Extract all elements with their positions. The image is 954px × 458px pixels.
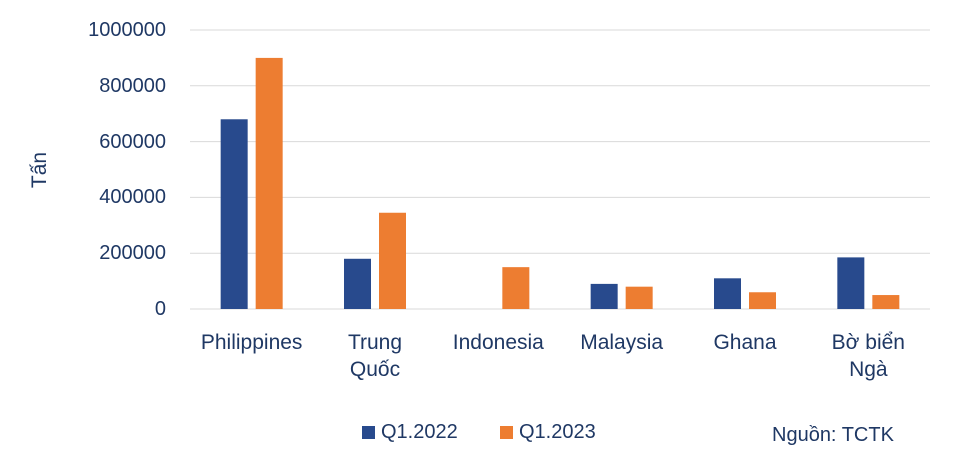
bar: [220, 119, 248, 309]
source-note: Nguồn: TCTK: [772, 424, 894, 446]
y-axis-title: Tấn: [28, 151, 52, 189]
bar: [379, 212, 406, 309]
x-tick-label: Ghana: [713, 331, 777, 354]
bar: [749, 292, 776, 309]
x-tick-label: Indonesia: [452, 331, 544, 354]
x-tick-label: Malaysia: [580, 331, 664, 354]
bar: [625, 286, 653, 309]
y-tick-label: 1000000: [88, 19, 166, 41]
bar: [344, 258, 371, 309]
y-tick-label: 0: [154, 298, 166, 320]
bar: [872, 295, 900, 309]
legend-label: Q1.2022: [381, 421, 458, 443]
x-tick-label: Trung Quốc: [347, 331, 403, 381]
y-tick-label: 200000: [99, 242, 166, 265]
y-tick-label: 800000: [99, 74, 166, 97]
bar: [714, 278, 741, 309]
legend-swatch: [362, 426, 375, 439]
y-tick-label: 400000: [99, 186, 166, 209]
bar: [837, 257, 865, 309]
y-tick-label: 600000: [99, 130, 166, 153]
bar: [502, 267, 530, 309]
x-tick-label: Bờ biển Ngà: [831, 331, 905, 381]
x-tick-label: Philippines: [200, 331, 303, 354]
legend-swatch: [500, 426, 513, 439]
bar: [255, 57, 283, 310]
legend-label: Q1.2023: [519, 421, 596, 443]
bar: [590, 283, 618, 309]
